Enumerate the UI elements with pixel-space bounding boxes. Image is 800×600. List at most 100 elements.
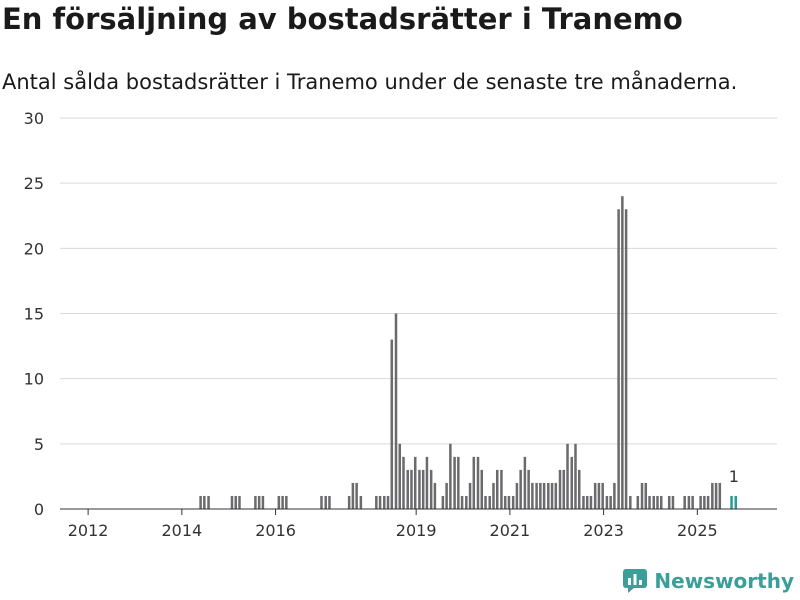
bar xyxy=(597,482,601,509)
x-tick-label: 2014 xyxy=(161,521,202,540)
x-tick-label: 2019 xyxy=(396,521,437,540)
bar xyxy=(711,482,714,509)
bar xyxy=(359,495,363,509)
bar xyxy=(507,495,511,509)
bar xyxy=(351,482,355,509)
x-tick-label: 2021 xyxy=(490,521,531,540)
bar xyxy=(453,456,456,509)
bar xyxy=(659,495,663,509)
bar xyxy=(703,495,706,509)
bar xyxy=(495,469,499,509)
bar xyxy=(535,482,538,509)
brand-name: Newsworthy xyxy=(654,569,794,593)
bar xyxy=(539,482,542,509)
bar xyxy=(636,495,640,509)
y-tick-label: 0 xyxy=(34,500,44,519)
bar xyxy=(593,482,597,509)
bar xyxy=(425,456,429,509)
y-tick-label: 10 xyxy=(24,370,44,389)
bar xyxy=(355,482,358,509)
bar xyxy=(410,469,413,509)
bar xyxy=(644,482,648,509)
bar xyxy=(652,495,656,509)
bar xyxy=(629,495,632,509)
bar xyxy=(550,482,554,509)
bar xyxy=(699,495,702,509)
bar xyxy=(554,482,558,509)
bar xyxy=(714,482,718,509)
bar xyxy=(402,456,405,509)
bar xyxy=(378,495,382,509)
annotations: 1 xyxy=(729,467,739,486)
bar xyxy=(617,209,620,509)
bar xyxy=(609,495,612,509)
chart-title: En försäljning av bostadsrätter i Tranem… xyxy=(2,2,683,36)
bar xyxy=(375,495,378,509)
y-tick-label: 30 xyxy=(24,109,44,128)
bar xyxy=(418,469,421,509)
bars xyxy=(199,196,738,509)
bar xyxy=(523,456,527,509)
bar xyxy=(254,495,257,509)
bar xyxy=(648,495,651,509)
bar xyxy=(667,495,671,509)
bar xyxy=(687,495,691,509)
bar xyxy=(285,495,288,509)
bar xyxy=(457,456,460,509)
bar xyxy=(558,469,562,509)
bar xyxy=(468,482,472,509)
bar xyxy=(347,495,351,509)
brand-logo: Newsworthy xyxy=(622,568,794,594)
bar xyxy=(621,196,624,509)
bar xyxy=(234,495,237,509)
bar xyxy=(386,495,390,509)
bar xyxy=(500,469,503,509)
bar xyxy=(394,313,398,509)
bar xyxy=(421,469,425,509)
bar xyxy=(398,443,402,509)
bar xyxy=(207,495,210,509)
bar xyxy=(570,456,573,509)
bar xyxy=(465,495,468,509)
bar xyxy=(261,495,265,509)
bar xyxy=(433,482,437,509)
bar xyxy=(601,482,604,509)
bar xyxy=(230,495,234,509)
x-tick-label: 2023 xyxy=(583,521,624,540)
bar xyxy=(613,482,616,509)
bar xyxy=(277,495,281,509)
y-axis: 0 5 10 15 20 25 30 xyxy=(24,109,44,519)
bar xyxy=(562,469,566,509)
bar xyxy=(476,456,480,509)
bar xyxy=(281,495,284,509)
bar xyxy=(488,495,491,509)
bar xyxy=(589,495,593,509)
bar xyxy=(683,495,686,509)
bar xyxy=(324,495,327,509)
y-tick-label: 20 xyxy=(24,239,44,258)
bar xyxy=(480,469,484,509)
bar xyxy=(503,495,507,509)
bar xyxy=(640,482,644,509)
bar xyxy=(582,495,585,509)
bar xyxy=(406,469,409,509)
newsworthy-icon xyxy=(623,569,648,593)
x-tick-label: 2012 xyxy=(68,521,109,540)
bar xyxy=(390,339,394,509)
bar xyxy=(531,482,534,509)
bar xyxy=(718,482,722,509)
bar xyxy=(328,495,331,509)
y-tick-label: 5 xyxy=(34,435,44,454)
bar xyxy=(238,495,241,509)
bar xyxy=(734,495,738,509)
bar xyxy=(383,495,386,509)
y-tick-label: 25 xyxy=(24,174,44,193)
bar xyxy=(484,495,487,509)
bar xyxy=(624,209,628,509)
bar xyxy=(585,495,589,509)
bar xyxy=(449,443,452,509)
bar xyxy=(257,495,261,509)
data-label: 1 xyxy=(729,467,739,486)
bar xyxy=(706,495,710,509)
